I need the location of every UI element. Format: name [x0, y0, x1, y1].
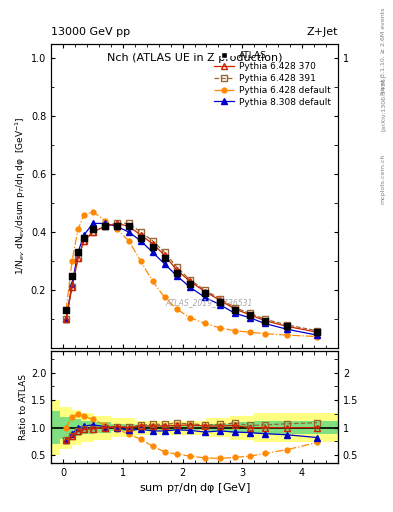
Point — [202, 289, 208, 297]
Point — [114, 222, 120, 230]
Text: mcplots.cern.ch: mcplots.cern.ch — [381, 154, 386, 204]
Point — [262, 316, 268, 325]
Y-axis label: Ratio to ATLAS: Ratio to ATLAS — [19, 374, 28, 440]
Text: Nch (ATLAS UE in Z production): Nch (ATLAS UE in Z production) — [107, 53, 282, 62]
Point — [69, 271, 75, 280]
Text: [arXiv:1306.3436]: [arXiv:1306.3436] — [381, 74, 386, 131]
Text: 13000 GeV pp: 13000 GeV pp — [51, 27, 130, 37]
Point — [138, 234, 144, 242]
Point — [217, 297, 223, 306]
X-axis label: sum p$_T$/dη dφ [GeV]: sum p$_T$/dη dφ [GeV] — [139, 481, 250, 495]
Point — [126, 222, 132, 230]
Text: Rivet 3.1.10, ≥ 2.6M events: Rivet 3.1.10, ≥ 2.6M events — [381, 8, 386, 95]
Point — [75, 248, 81, 257]
Text: Z+Jet: Z+Jet — [307, 27, 338, 37]
Y-axis label: 1/N$_{ev}$ dN$_{ev}$/dsum p$_T$/dη dφ  [GeV$^{-1}$]: 1/N$_{ev}$ dN$_{ev}$/dsum p$_T$/dη dφ [G… — [14, 117, 28, 275]
Point — [150, 243, 156, 251]
Legend: ATLAS, Pythia 6.428 370, Pythia 6.428 391, Pythia 6.428 default, Pythia 8.308 de: ATLAS, Pythia 6.428 370, Pythia 6.428 39… — [212, 48, 334, 109]
Point — [162, 254, 168, 262]
Point — [247, 311, 253, 319]
Point — [102, 222, 108, 230]
Point — [63, 306, 69, 314]
Point — [232, 306, 238, 314]
Point — [173, 269, 180, 277]
Point — [81, 234, 87, 242]
Point — [284, 323, 290, 331]
Point — [90, 225, 96, 233]
Text: ATLAS_2019_I1736531: ATLAS_2019_I1736531 — [165, 298, 253, 307]
Point — [187, 280, 193, 288]
Point — [314, 328, 320, 336]
